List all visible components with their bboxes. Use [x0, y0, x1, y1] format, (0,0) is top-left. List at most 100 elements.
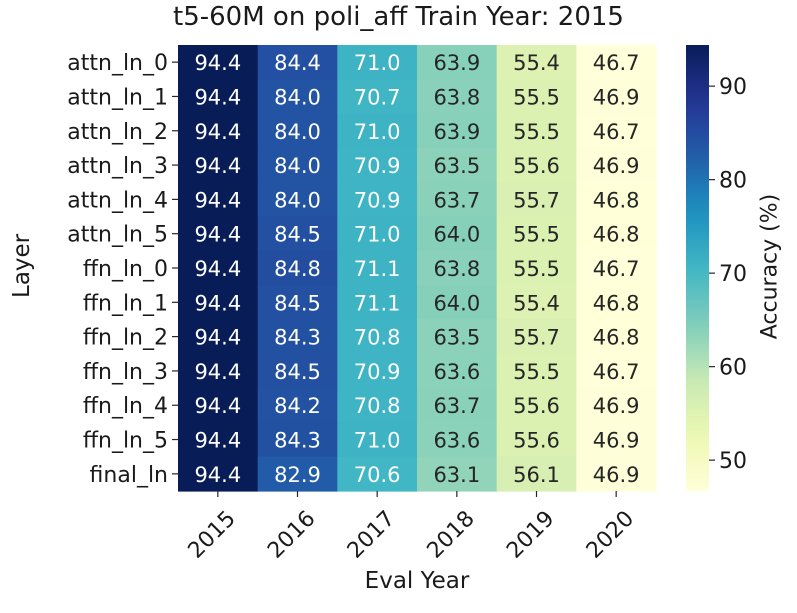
- cell-value-label: 84.0: [274, 120, 321, 144]
- heatmap-cell: [337, 285, 418, 321]
- y-tick-label: ffn_ln_4: [83, 394, 168, 419]
- y-tick-label: ffn_ln_1: [83, 291, 168, 316]
- heatmap-cell: [496, 353, 577, 389]
- heatmap-cell: [576, 79, 657, 115]
- cell-value-label: 55.5: [513, 223, 560, 247]
- cell-value-label: 94.4: [194, 85, 241, 109]
- cell-value-label: 55.7: [513, 326, 560, 350]
- heatmap-cell: [337, 113, 418, 149]
- cell-value-label: 46.8: [593, 223, 640, 247]
- cell-value-label: 63.7: [433, 394, 480, 418]
- cell-value-label: 46.9: [593, 394, 640, 418]
- heatmap-cell: [257, 45, 338, 80]
- chart-title: t5-60M on poli_aff Train Year: 2015: [173, 2, 624, 32]
- cell-value-label: 94.4: [194, 326, 241, 350]
- heatmap-cell: [496, 250, 577, 286]
- cell-value-label: 84.0: [274, 154, 321, 178]
- heatmap-cell: [257, 216, 338, 252]
- heatmap-cell: [576, 250, 657, 286]
- heatmap-cell: [178, 45, 259, 80]
- heatmap-cell: [178, 388, 259, 423]
- heatmap-cell: [496, 182, 577, 218]
- cell-value-label: 46.9: [593, 85, 640, 109]
- cell-value-label: 70.8: [354, 326, 401, 350]
- cell-value-label: 55.5: [513, 85, 560, 109]
- cell-value-label: 55.4: [513, 51, 560, 75]
- heatmap-cell: [576, 353, 657, 389]
- cell-value-label: 63.9: [433, 51, 480, 75]
- heatmap-cell: [576, 319, 657, 355]
- cell-value-label: 71.0: [354, 120, 401, 144]
- cell-value-label: 84.4: [274, 51, 321, 75]
- heatmap-cell: [178, 147, 259, 183]
- cell-value-label: 63.1: [433, 463, 480, 487]
- y-tick-label: ffn_ln_2: [83, 326, 168, 351]
- heatmap-cell: [178, 353, 259, 389]
- cell-value-label: 64.0: [433, 223, 480, 247]
- cell-value-label: 84.3: [274, 326, 321, 350]
- heatmap-cell: [337, 45, 418, 80]
- heatmap-cell: [417, 216, 498, 252]
- heatmap-cell: [417, 113, 498, 149]
- heatmap-cell: [257, 182, 338, 218]
- heatmap-cell: [337, 250, 418, 286]
- cell-value-label: 84.2: [274, 394, 321, 418]
- cell-value-label: 63.5: [433, 154, 480, 178]
- heatmap-cell: [417, 79, 498, 115]
- cell-value-label: 56.1: [513, 463, 560, 487]
- heatmap-cell: [576, 147, 657, 183]
- heatmap-cell: [576, 216, 657, 252]
- x-tick-label: 2019: [502, 506, 559, 563]
- heatmap-cell: [257, 422, 338, 458]
- heatmap-cell: [417, 388, 498, 423]
- x-tick-label: 2015: [184, 506, 241, 563]
- cell-value-label: 46.9: [593, 154, 640, 178]
- cell-value-label: 55.6: [513, 154, 560, 178]
- cell-value-label: 46.7: [593, 360, 640, 384]
- colorbar-tick-label: 50: [719, 449, 747, 474]
- cell-value-label: 84.0: [274, 188, 321, 212]
- cell-value-label: 94.4: [194, 188, 241, 212]
- cell-value-label: 63.5: [433, 326, 480, 350]
- heatmap-cell: [178, 456, 259, 492]
- heatmap-cell: [417, 353, 498, 389]
- heatmap-cell: [417, 250, 498, 286]
- heatmap-cell: [257, 250, 338, 286]
- cell-value-label: 71.0: [354, 51, 401, 75]
- y-tick-label: ffn_ln_3: [83, 360, 168, 385]
- y-tick-label: attn_ln_2: [67, 120, 168, 145]
- heatmap-cell: [257, 79, 338, 115]
- cell-value-label: 71.0: [354, 223, 401, 247]
- heatmap-cell: [337, 388, 418, 423]
- heatmap-cell: [257, 319, 338, 355]
- cell-value-label: 94.4: [194, 463, 241, 487]
- heatmap-cell: [417, 422, 498, 458]
- cell-value-label: 55.5: [513, 360, 560, 384]
- heatmap-cell: [417, 147, 498, 183]
- x-tick-label: 2016: [263, 506, 320, 563]
- heatmap-cell: [417, 319, 498, 355]
- cell-value-label: 94.4: [194, 120, 241, 144]
- heatmap-cell: [496, 285, 577, 321]
- cell-value-label: 63.6: [433, 360, 480, 384]
- heatmap-cell: [337, 353, 418, 389]
- heatmap-cell: [576, 456, 657, 492]
- heatmap-cell: [178, 285, 259, 321]
- cell-value-label: 46.9: [593, 463, 640, 487]
- heatmap-cell: [496, 422, 577, 458]
- cell-value-label: 63.7: [433, 188, 480, 212]
- heatmap-cell: [257, 147, 338, 183]
- heatmap-cell: [257, 113, 338, 149]
- heatmap-cell: [257, 456, 338, 492]
- cell-value-label: 63.9: [433, 120, 480, 144]
- heatmap-cell: [496, 45, 577, 80]
- heatmap-cell: [496, 456, 577, 492]
- cell-value-label: 94.4: [194, 257, 241, 281]
- cell-value-label: 94.4: [194, 394, 241, 418]
- heatmap-cell: [576, 388, 657, 423]
- heatmap-cell: [576, 285, 657, 321]
- cell-value-label: 46.9: [593, 429, 640, 453]
- heatmap-cell: [496, 216, 577, 252]
- cell-value-label: 71.1: [354, 257, 401, 281]
